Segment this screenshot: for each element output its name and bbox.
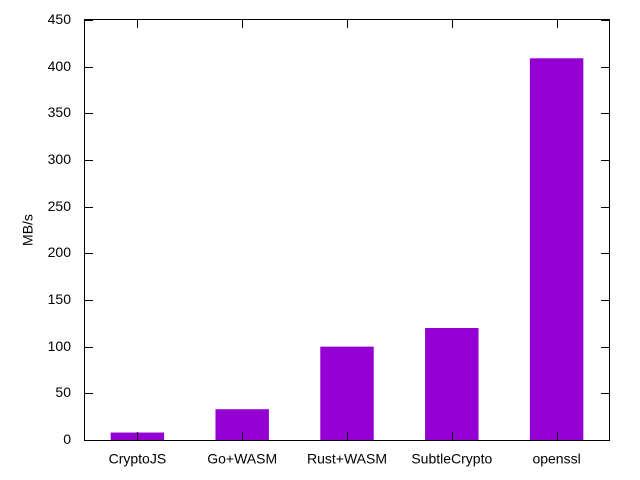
y-tick-label: 300 <box>48 151 72 167</box>
y-tick-label: 250 <box>48 198 72 214</box>
bars <box>110 58 584 441</box>
x-tick-label: Rust+WASM <box>307 451 387 467</box>
y-tick-label: 0 <box>63 431 71 447</box>
x-tick-label: openssl <box>532 451 580 467</box>
x-axis: CryptoJS Go+WASM Rust+WASM SubtleCrypto open… <box>109 20 581 467</box>
y-tick-label: 450 <box>48 11 72 27</box>
y-tick-label: 400 <box>48 58 72 74</box>
y-tick-label: 50 <box>55 384 71 400</box>
y-axis: 0 50 100 150 200 250 300 350 400 450 <box>48 11 609 447</box>
x-tick-label: CryptoJS <box>109 451 167 467</box>
plot-frame <box>84 19 610 441</box>
x-tick-label: SubtleCrypto <box>411 451 492 467</box>
y-tick-label: 150 <box>48 291 72 307</box>
y-tick-label: 100 <box>48 338 72 354</box>
y-tick-label: 200 <box>48 244 72 260</box>
bar <box>425 328 479 440</box>
bar <box>320 346 374 440</box>
bar <box>529 58 584 441</box>
y-axis-label: MB/s <box>20 214 36 246</box>
x-tick-label: Go+WASM <box>207 451 277 467</box>
y-tick-label: 350 <box>48 104 72 120</box>
